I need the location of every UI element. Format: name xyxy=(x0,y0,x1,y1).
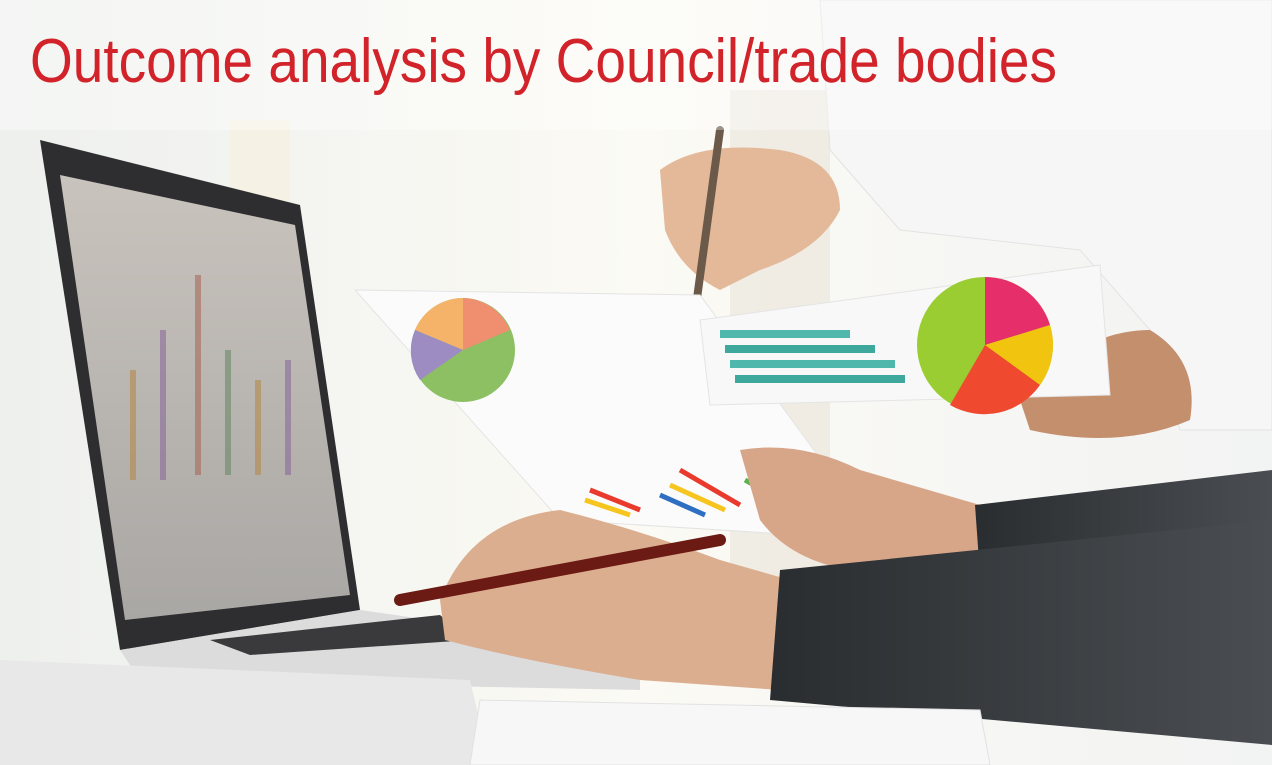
page-title: Outcome analysis by Council/trade bodies xyxy=(30,27,1057,96)
teal-bar xyxy=(725,345,875,353)
screen-bar xyxy=(225,350,231,475)
screen-bar xyxy=(160,330,166,480)
screen-bar xyxy=(285,360,291,475)
screen-bar xyxy=(195,275,201,475)
desk-paper xyxy=(470,700,990,765)
teal-bar xyxy=(730,360,895,368)
screen-bar xyxy=(255,380,261,475)
screen-bar xyxy=(130,370,136,480)
teal-bar xyxy=(720,330,850,338)
teal-bar xyxy=(735,375,905,383)
page: Outcome analysis by Council/trade bodies… xyxy=(0,0,1272,765)
scene: Outcome analysis by Council/trade bodies xyxy=(0,0,1272,765)
